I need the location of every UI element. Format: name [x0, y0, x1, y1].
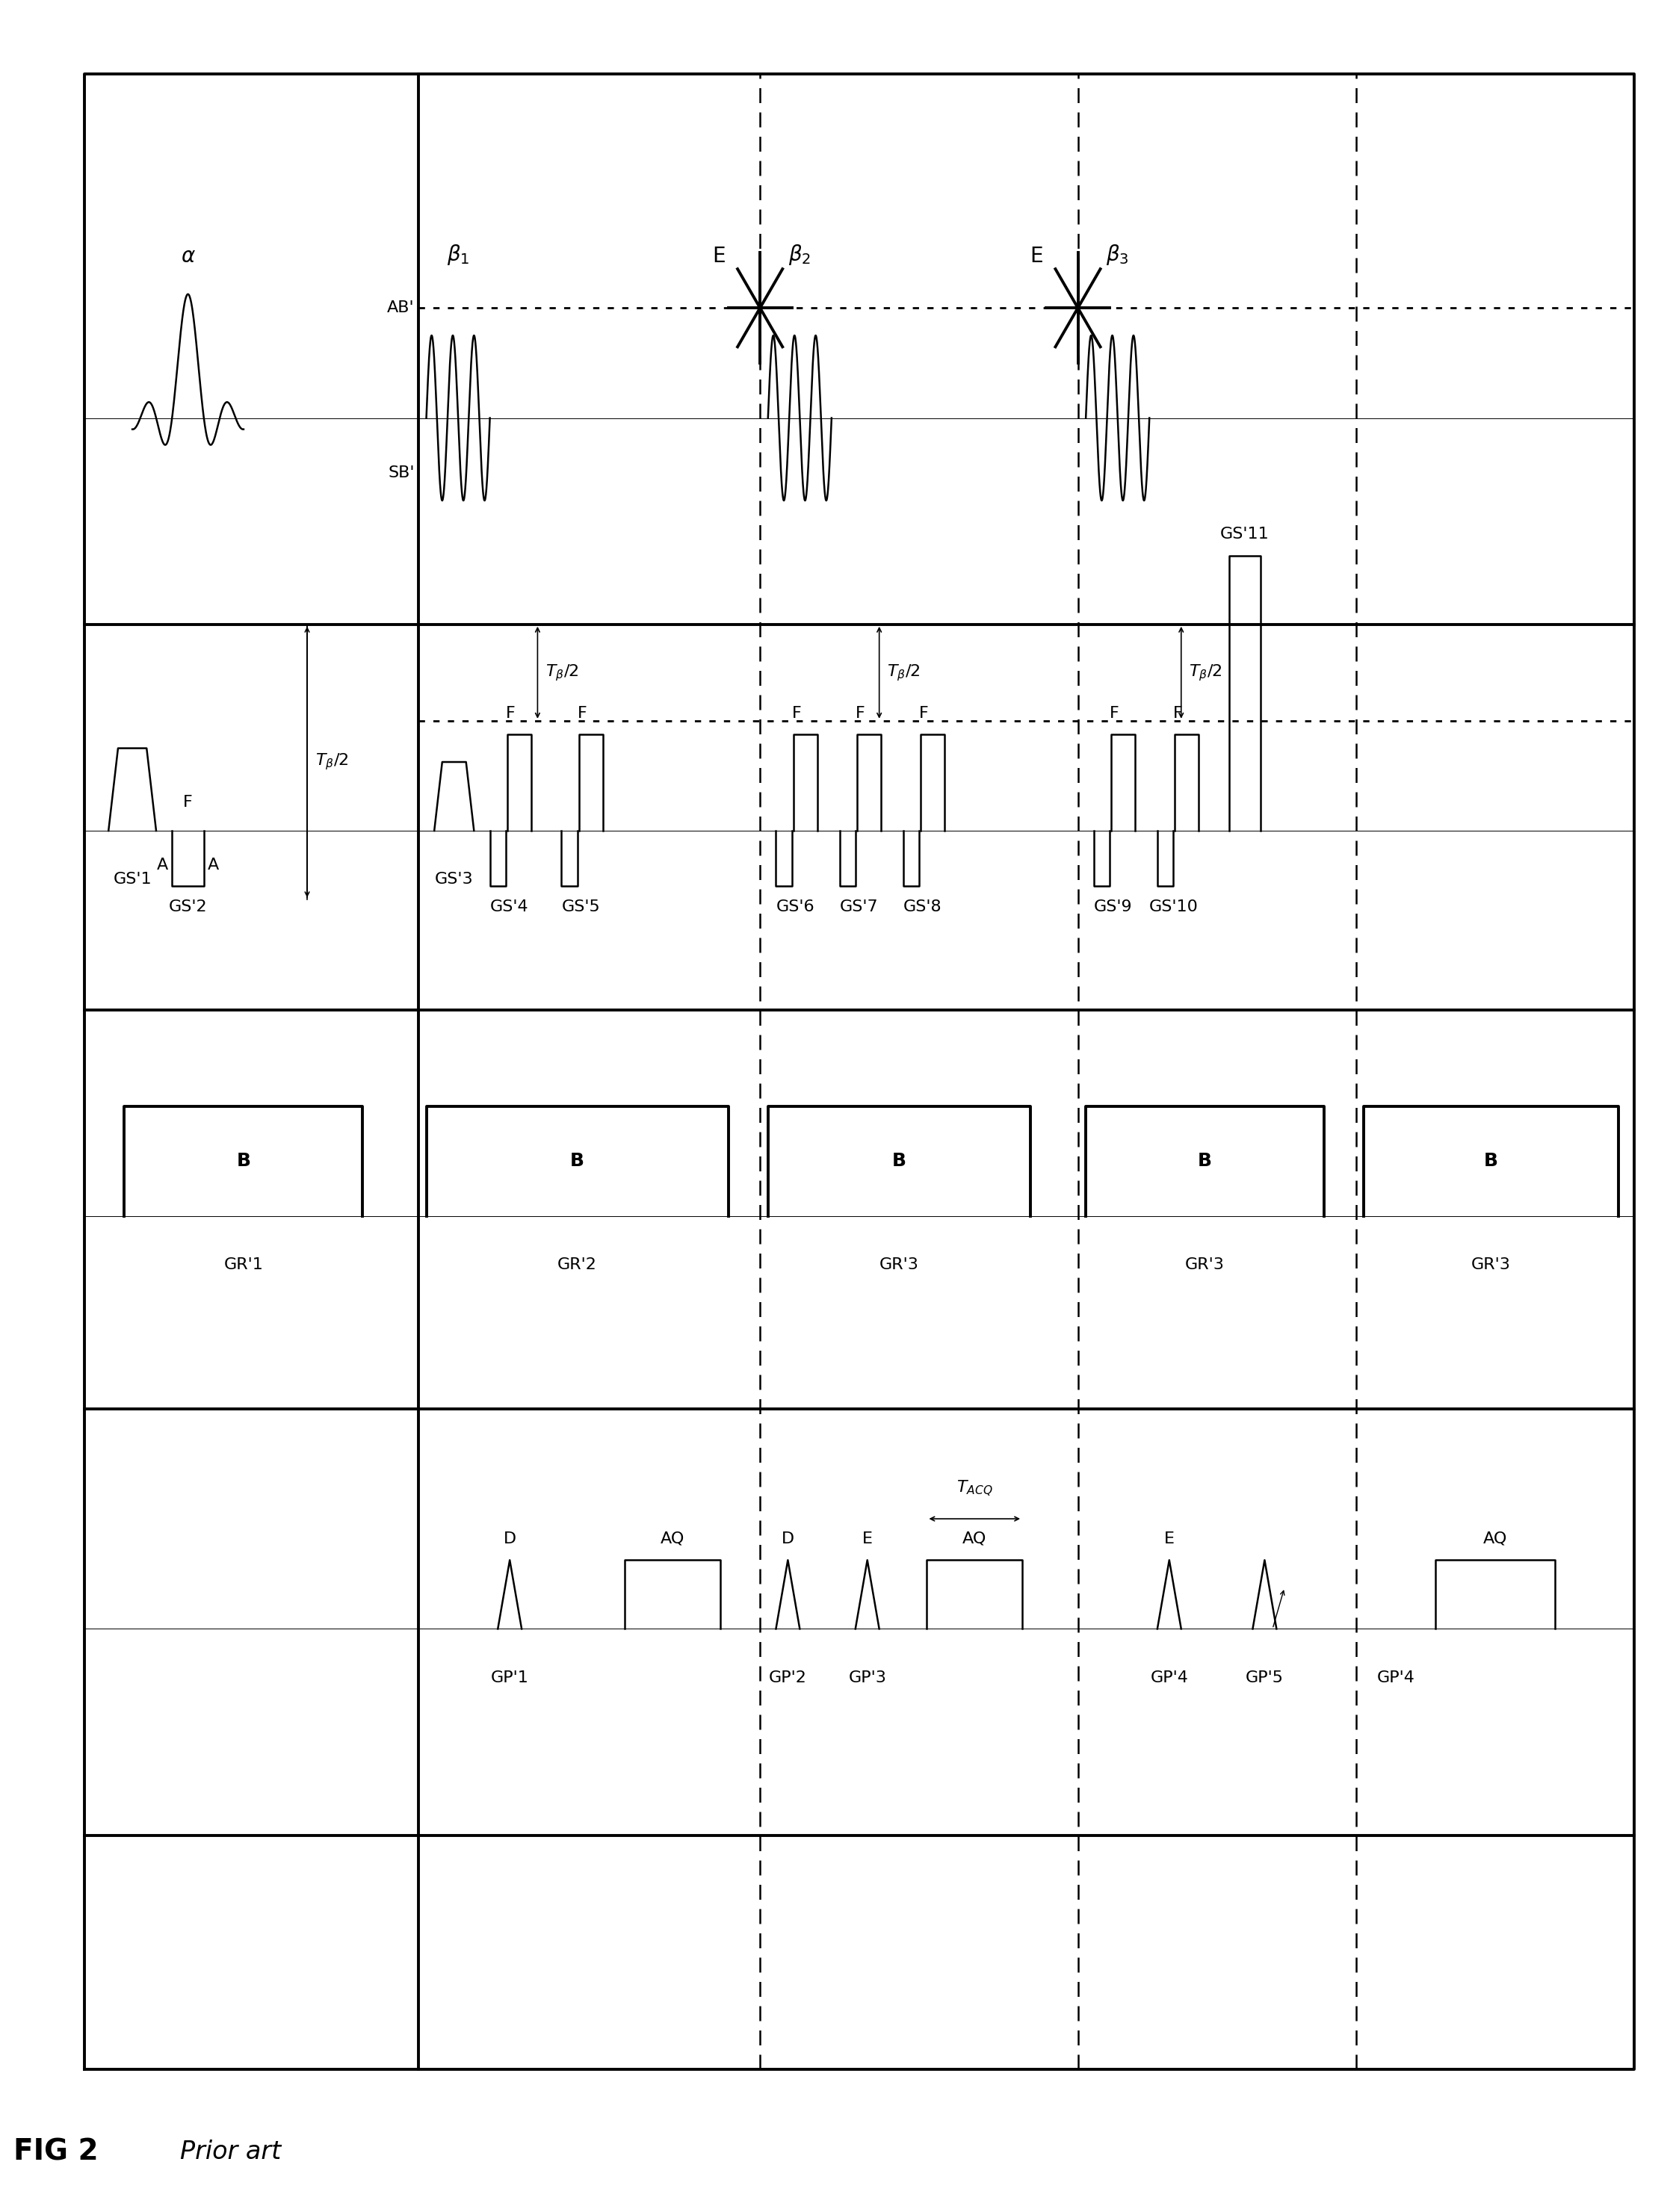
Text: SB': SB' [388, 465, 415, 480]
Text: A: A [156, 858, 168, 874]
Text: AQ: AQ [962, 1531, 987, 1546]
Text: FIG 2: FIG 2 [13, 2137, 97, 2166]
Text: GS'1: GS'1 [112, 872, 151, 887]
Text: B: B [892, 1152, 907, 1170]
Text: E: E [1031, 246, 1043, 268]
Text: GR'1: GR'1 [223, 1256, 264, 1272]
Text: GP'5: GP'5 [1246, 1670, 1284, 1686]
Text: GS'11: GS'11 [1221, 526, 1269, 542]
Text: GR'2: GR'2 [557, 1256, 598, 1272]
Text: $\beta_1$: $\beta_1$ [447, 243, 470, 268]
Text: F: F [855, 706, 865, 721]
Text: $\alpha$: $\alpha$ [181, 246, 195, 268]
Text: D: D [504, 1531, 515, 1546]
Text: GR'3: GR'3 [1185, 1256, 1224, 1272]
Text: $T_{\beta}/2$: $T_{\beta}/2$ [316, 752, 349, 772]
Text: E: E [712, 246, 725, 268]
Text: F: F [1110, 706, 1120, 721]
Text: F: F [792, 706, 801, 721]
Text: GP'1: GP'1 [490, 1670, 529, 1686]
Text: D: D [781, 1531, 794, 1546]
Text: GS'10: GS'10 [1150, 900, 1199, 914]
Text: $T_{\beta}/2$: $T_{\beta}/2$ [546, 664, 579, 684]
Text: AQ: AQ [1483, 1531, 1508, 1546]
Text: E: E [1164, 1531, 1175, 1546]
Text: $\beta_2$: $\beta_2$ [789, 243, 811, 268]
Text: GR'3: GR'3 [1471, 1256, 1511, 1272]
Text: $T_{\beta}/2$: $T_{\beta}/2$ [887, 664, 920, 684]
Text: GS'2: GS'2 [168, 900, 207, 914]
Text: F: F [578, 706, 588, 721]
Text: B: B [237, 1152, 250, 1170]
Text: GS'7: GS'7 [840, 900, 878, 914]
Text: $T_{ACQ}$: $T_{ACQ}$ [957, 1480, 992, 1498]
Text: $\beta_3$: $\beta_3$ [1106, 243, 1128, 268]
Text: GS'3: GS'3 [435, 872, 473, 887]
Text: Prior art: Prior art [180, 2139, 280, 2163]
Text: GP'2: GP'2 [769, 1670, 808, 1686]
Text: GP'4: GP'4 [1377, 1670, 1415, 1686]
Text: GS'8: GS'8 [903, 900, 942, 914]
Text: F: F [918, 706, 928, 721]
Text: B: B [1484, 1152, 1498, 1170]
Text: A: A [208, 858, 220, 874]
Text: GS'5: GS'5 [561, 900, 599, 914]
Text: $T_{\beta}/2$: $T_{\beta}/2$ [1189, 664, 1222, 684]
Text: E: E [861, 1531, 873, 1546]
Text: GS'6: GS'6 [776, 900, 814, 914]
Text: GP'4: GP'4 [1150, 1670, 1189, 1686]
Text: AQ: AQ [660, 1531, 685, 1546]
Text: F: F [183, 796, 193, 810]
Text: F: F [505, 706, 515, 721]
Text: AB': AB' [388, 301, 415, 316]
Text: GS'9: GS'9 [1093, 900, 1132, 914]
Text: B: B [571, 1152, 584, 1170]
Text: B: B [1197, 1152, 1212, 1170]
Text: GP'3: GP'3 [848, 1670, 887, 1686]
Text: F: F [1174, 706, 1182, 721]
Text: GS'4: GS'4 [490, 900, 529, 914]
Text: GR'3: GR'3 [880, 1256, 918, 1272]
